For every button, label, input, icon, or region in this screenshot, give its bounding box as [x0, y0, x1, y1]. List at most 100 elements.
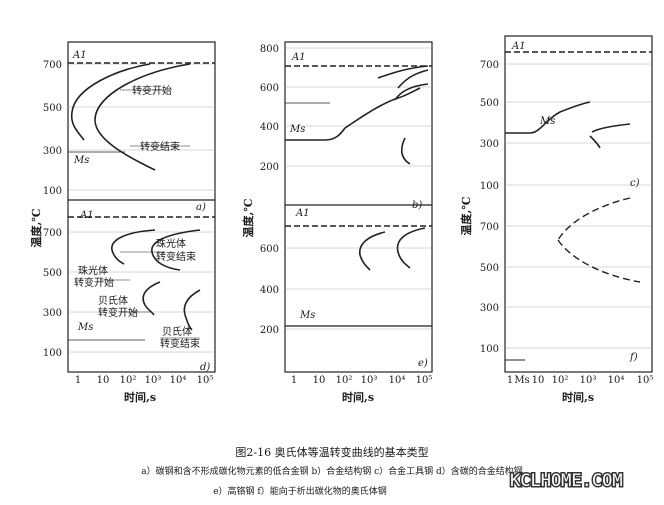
panel-c-bainite-tail — [589, 135, 601, 149]
panel-a-curves — [68, 62, 215, 171]
x-axis-title-left: 时间,s — [124, 390, 156, 404]
annotation-a1: A1 — [295, 208, 310, 219]
annotation-bainite-finish: 转变结束 — [160, 337, 200, 350]
panel-c-bainite-curve — [591, 123, 631, 133]
panel-c-curves — [505, 51, 652, 149]
y-axis-title-right: 温度,℃ — [459, 196, 473, 235]
tick-label: 100 — [480, 181, 499, 192]
tick-label: 700 — [43, 60, 62, 71]
tick-label: 10⁵ — [197, 375, 214, 386]
panel-d-pearlite-finish — [151, 229, 201, 271]
panel-b-y-ticks: 800 600 400 200 — [260, 44, 279, 173]
figure-subcaption-line1: a）碳钢和含不形成碳化物元素的低合金钢 b）合金结构钢 c）合金工具钢 d）含碳… — [141, 465, 523, 477]
annotation-bainite-start: 转变开始 — [98, 306, 138, 319]
panel-c-annotations: A1 Ms c) — [511, 41, 640, 189]
annotation-a1: A1 — [79, 210, 94, 221]
annotation-ms: Ms — [77, 322, 93, 333]
tick-label: 10⁵ — [416, 375, 433, 386]
annotation-bainite: 贝氏体 — [98, 295, 128, 307]
annotation-start: 转变开始 — [132, 84, 172, 97]
annotation-pearlite-finish: 转变结束 — [156, 250, 196, 263]
x-axis-title-middle: 时间,s — [342, 390, 374, 404]
annotation-ms: Ms — [539, 116, 555, 127]
panel-d-y-ticks: 700 500 300 100 — [43, 228, 62, 359]
tick-label: 10² — [552, 375, 569, 386]
tick-label: 100 — [480, 344, 499, 355]
tick-label: Ms — [514, 375, 529, 386]
panel-c-y-ticks: 700 500 300 100 — [480, 60, 499, 192]
annotation-finish: 转变结束 — [140, 140, 180, 153]
panel-d-bainite-start — [142, 281, 161, 316]
tick-label: 300 — [480, 303, 499, 314]
annotation-panel-label: b) — [412, 200, 422, 211]
tick-label: 10³ — [580, 375, 597, 386]
annotation-pearlite: 珠光体 — [156, 237, 186, 250]
tick-label: 500 — [43, 103, 62, 114]
annotation-a1: A1 — [72, 50, 87, 61]
annotation-ms: Ms — [289, 124, 305, 135]
figure-subcaption-line2: e）高铬钢 f）能向于析出碳化物的奥氏体钢 — [213, 485, 387, 497]
tick-label: 500 — [480, 263, 499, 274]
tick-label: 100 — [43, 348, 62, 359]
panel-a-finish-curve — [94, 63, 191, 171]
panel-f-x-ticks: 1 Ms 10 10² 10³ 10⁴ 10⁵ — [507, 375, 654, 386]
tick-label: 200 — [260, 325, 279, 336]
panel-d-bainite-finish — [183, 289, 201, 331]
panel-b-curves — [285, 65, 432, 165]
watermark: KCLHOME.COM — [509, 470, 625, 493]
y-axis-title-middle: 温度,℃ — [241, 198, 255, 237]
panel-a-y-ticks: 700 500 300 100 — [43, 60, 62, 197]
tick-label: 10⁴ — [608, 375, 625, 386]
tick-label: 700 — [480, 222, 499, 233]
annotation-panel-label: f) — [629, 352, 638, 363]
tick-label: 1 — [75, 375, 81, 386]
tick-label: 10 — [532, 375, 545, 386]
panel-b-bainite-nose — [400, 137, 411, 165]
panel-b-annotations: A1 Ms b) — [289, 52, 422, 211]
panel-d-annotations: A1 Ms 珠光体 转变结束 珠光体 转变开始 贝氏体 转变开始 贝氏体 转变结… — [74, 210, 210, 373]
annotation-a1: A1 — [511, 41, 526, 52]
panel-e-annotations: A1 Ms e) — [295, 208, 428, 369]
panel-f-annotations: f) — [629, 352, 638, 363]
panel-e-finish-curve — [396, 227, 426, 269]
tick-label: 700 — [43, 228, 62, 239]
annotation-bainite: 贝氏体 — [162, 326, 192, 338]
tick-label: 10² — [120, 375, 137, 386]
panel-f-lower-dashed — [557, 239, 641, 283]
panel-f-upper-dashed — [557, 197, 631, 241]
panel-b-upper-curve-3 — [394, 83, 429, 101]
tick-label: 300 — [480, 139, 499, 150]
y-axis-title-left: 温度,℃ — [29, 208, 43, 247]
tick-label: 200 — [260, 162, 279, 173]
tick-label: 700 — [480, 60, 499, 71]
panel-d-x-ticks: 1 10 10² 10³ 10⁴ 10⁵ — [75, 375, 214, 386]
annotation-panel-label: e) — [418, 358, 428, 369]
panel-b-upper-curve-2 — [397, 69, 429, 89]
figure-caption: 图2-16 奥氏体等温转变曲线的基本类型 — [235, 445, 428, 459]
panel-b-upper-curve-1 — [377, 65, 429, 79]
panel-a-annotations: A1 Ms 转变开始 转变结束 a) — [72, 50, 206, 213]
panel-f-curves — [505, 197, 641, 361]
annotation-ms: Ms — [299, 310, 315, 321]
annotation-panel-label: d) — [200, 362, 210, 373]
tick-label: 10 — [97, 375, 110, 386]
tick-label: 500 — [43, 268, 62, 279]
tick-label: 400 — [260, 122, 279, 133]
panel-b-ms-curve — [285, 127, 346, 141]
tick-label: 10⁴ — [170, 375, 187, 386]
tick-label: 800 — [260, 44, 279, 55]
panel-e-start-curve — [359, 231, 386, 271]
tick-label: 10⁵ — [637, 375, 654, 386]
tick-label: 10 — [313, 375, 326, 386]
annotation-panel-label: a) — [196, 202, 206, 213]
panel-middle-border — [284, 41, 433, 373]
panel-d-pearlite-start — [111, 229, 156, 265]
panel-f-y-ticks: 700 500 300 100 — [480, 222, 499, 355]
tick-label: 1 — [507, 375, 513, 386]
tick-label: 300 — [43, 146, 62, 157]
panel-a-start-curve — [70, 63, 151, 141]
panel-c-start-curve — [505, 101, 591, 134]
panel-left-frame — [67, 41, 216, 373]
